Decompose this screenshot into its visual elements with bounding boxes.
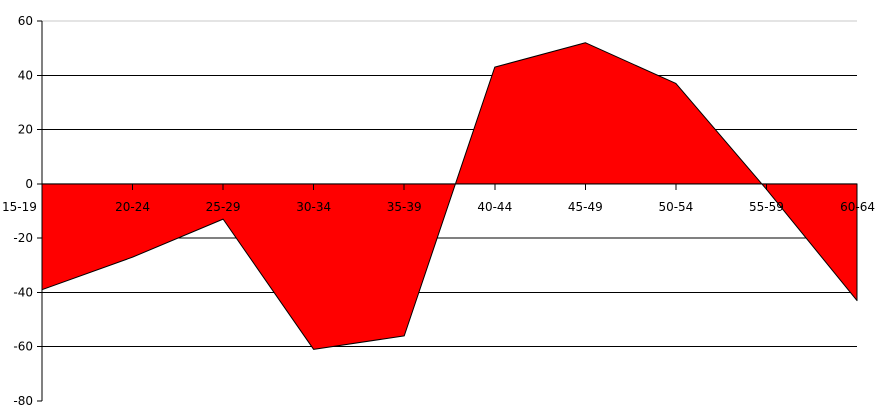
x-tick-label: 25-29 [206, 200, 241, 214]
x-tick-label: 45-49 [568, 200, 603, 214]
x-tick-label: 60-64 [840, 200, 875, 214]
y-tick-label: 40 [18, 68, 33, 82]
x-tick-label: 30-34 [296, 200, 331, 214]
y-tick-label: -20 [13, 231, 33, 245]
y-tick-label: -60 [13, 340, 33, 354]
y-tick-labels: -80 -60 -40 -20 0 20 40 60 [13, 14, 33, 407]
y-tick-label: 60 [18, 14, 33, 28]
x-tick-label: 35-39 [387, 200, 422, 214]
x-tick-label: 55-59 [749, 200, 784, 214]
plot-area [41, 42, 858, 350]
x-tick-label: 15-19 [2, 200, 37, 214]
y-tick-label: 0 [25, 177, 33, 191]
series-area [41, 42, 858, 350]
x-tick-label: 20-24 [115, 200, 150, 214]
x-tick-label: 40-44 [477, 200, 512, 214]
x-tick-labels: 15-19 20-24 25-29 30-34 35-39 40-44 45-49 50-54… [2, 200, 875, 214]
y-tick-label: -80 [13, 394, 33, 407]
y-tick-label: 20 [18, 123, 33, 137]
axes [37, 20, 858, 402]
y-tick-label: -40 [13, 285, 33, 299]
x-tick-label: 50-54 [658, 200, 693, 214]
